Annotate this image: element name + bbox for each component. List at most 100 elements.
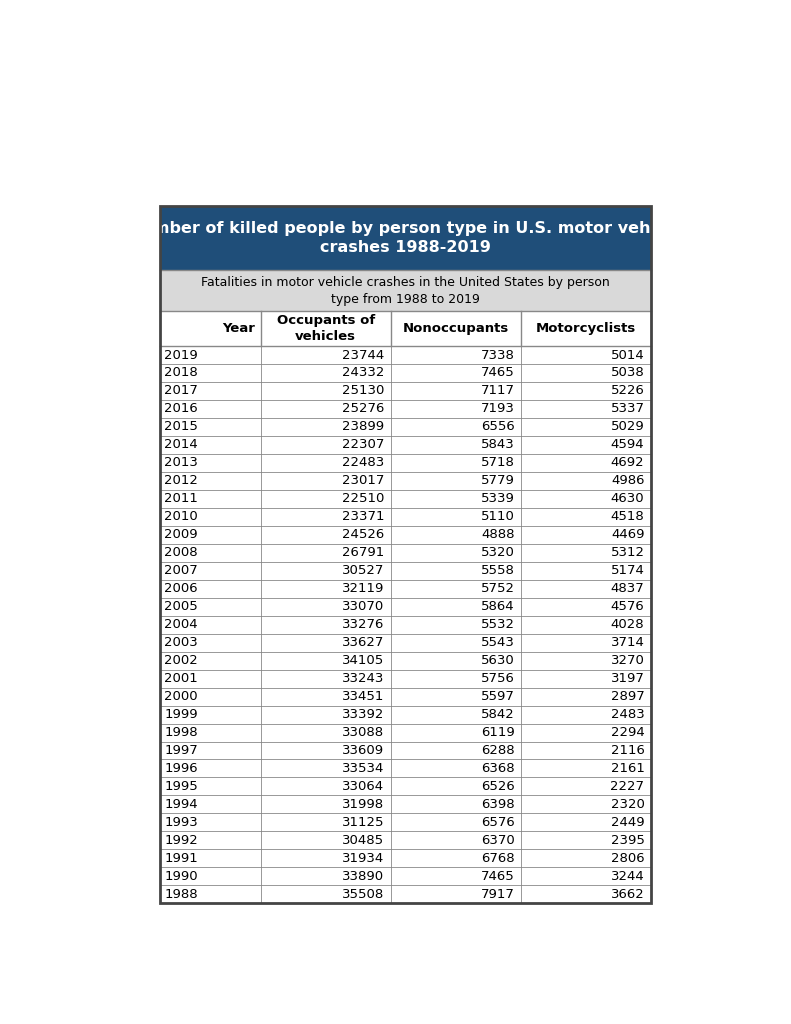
Bar [161,813,651,831]
Text: 23371: 23371 [342,510,384,523]
Text: 2018: 2018 [165,367,199,380]
Text: 2015: 2015 [165,421,199,433]
Text: 5842: 5842 [481,708,514,721]
Text: 2001: 2001 [165,672,199,685]
Text: 5337: 5337 [611,402,645,416]
Text: 5779: 5779 [481,474,514,487]
Bar [161,382,651,400]
Text: 2002: 2002 [165,654,199,667]
Text: 2011: 2011 [165,493,199,505]
Text: 6556: 6556 [481,421,514,433]
Text: 2483: 2483 [611,708,645,721]
Text: 25130: 25130 [343,384,384,397]
Text: 22307: 22307 [343,438,384,452]
Text: 33276: 33276 [343,618,384,631]
Text: 5532: 5532 [480,618,514,631]
Text: 31125: 31125 [342,816,384,828]
Text: 6526: 6526 [481,780,514,793]
Text: 33064: 33064 [343,780,384,793]
Text: Year: Year [221,323,255,335]
Text: 5038: 5038 [611,367,645,380]
Text: 4888: 4888 [481,528,514,542]
Text: 2008: 2008 [165,546,198,559]
Text: 1997: 1997 [165,744,199,757]
Text: 22510: 22510 [343,493,384,505]
Bar [161,346,651,364]
Text: 5014: 5014 [611,348,645,361]
Text: 4986: 4986 [611,474,645,487]
Text: 33534: 33534 [343,762,384,775]
Text: Occupants of
vehicles: Occupants of vehicles [277,314,375,343]
Bar [161,270,651,311]
Text: 1991: 1991 [165,852,199,865]
Text: 5752: 5752 [480,583,514,595]
Bar [161,364,651,382]
Bar [161,867,651,886]
Bar [161,670,651,687]
Text: Fatalities in motor vehicle crashes in the United States by person
type from 198: Fatalities in motor vehicle crashes in t… [201,275,610,306]
Text: 5543: 5543 [481,636,514,649]
Bar [161,472,651,489]
Text: 4594: 4594 [611,438,645,452]
Text: 5630: 5630 [481,654,514,667]
Text: 1999: 1999 [165,708,198,721]
Text: 4630: 4630 [611,493,645,505]
Text: 33243: 33243 [343,672,384,685]
Text: 4692: 4692 [611,457,645,469]
Text: 2013: 2013 [165,457,199,469]
Text: 34105: 34105 [343,654,384,667]
Text: 2010: 2010 [165,510,199,523]
Text: 5320: 5320 [481,546,514,559]
Bar [161,562,651,580]
Text: 4469: 4469 [611,528,645,542]
Text: 5558: 5558 [481,564,514,578]
Text: 22483: 22483 [343,457,384,469]
Bar [161,777,651,796]
Bar [161,831,651,849]
Text: 2320: 2320 [611,798,645,811]
Text: 2017: 2017 [165,384,199,397]
Text: 2294: 2294 [611,726,645,739]
Text: 2005: 2005 [165,600,199,613]
Text: 1998: 1998 [165,726,198,739]
Text: 2009: 2009 [165,528,198,542]
Text: 6768: 6768 [481,852,514,865]
Text: 2016: 2016 [165,402,199,416]
Text: 6576: 6576 [481,816,514,828]
Text: 3244: 3244 [611,869,645,883]
Text: 1994: 1994 [165,798,198,811]
Text: 5029: 5029 [611,421,645,433]
Text: 7338: 7338 [481,348,514,361]
Bar [161,634,651,651]
Text: 26791: 26791 [343,546,384,559]
Bar [161,724,651,741]
Text: 2000: 2000 [165,690,198,703]
Text: 1996: 1996 [165,762,198,775]
Bar [161,687,651,706]
Text: 7117: 7117 [480,384,514,397]
Text: 33088: 33088 [343,726,384,739]
Text: Motorcyclists: Motorcyclists [536,323,636,335]
Text: 6368: 6368 [481,762,514,775]
Text: 2897: 2897 [611,690,645,703]
Bar [161,886,651,903]
Bar [161,598,651,615]
Text: 2449: 2449 [611,816,645,828]
Text: 2006: 2006 [165,583,198,595]
Bar [161,706,651,724]
Text: 24526: 24526 [343,528,384,542]
Text: 5718: 5718 [481,457,514,469]
Text: 4028: 4028 [611,618,645,631]
Text: 5174: 5174 [611,564,645,578]
Text: 5312: 5312 [611,546,645,559]
Text: 7193: 7193 [481,402,514,416]
Text: 7465: 7465 [481,367,514,380]
Text: 32119: 32119 [343,583,384,595]
Bar [161,615,651,634]
Text: 5864: 5864 [481,600,514,613]
Bar [161,418,651,436]
Text: 35508: 35508 [343,888,384,901]
Text: 31998: 31998 [343,798,384,811]
Text: Number of killed people by person type in U.S. motor vehicle
crashes 1988-2019: Number of killed people by person type i… [128,220,683,255]
Text: 3270: 3270 [611,654,645,667]
